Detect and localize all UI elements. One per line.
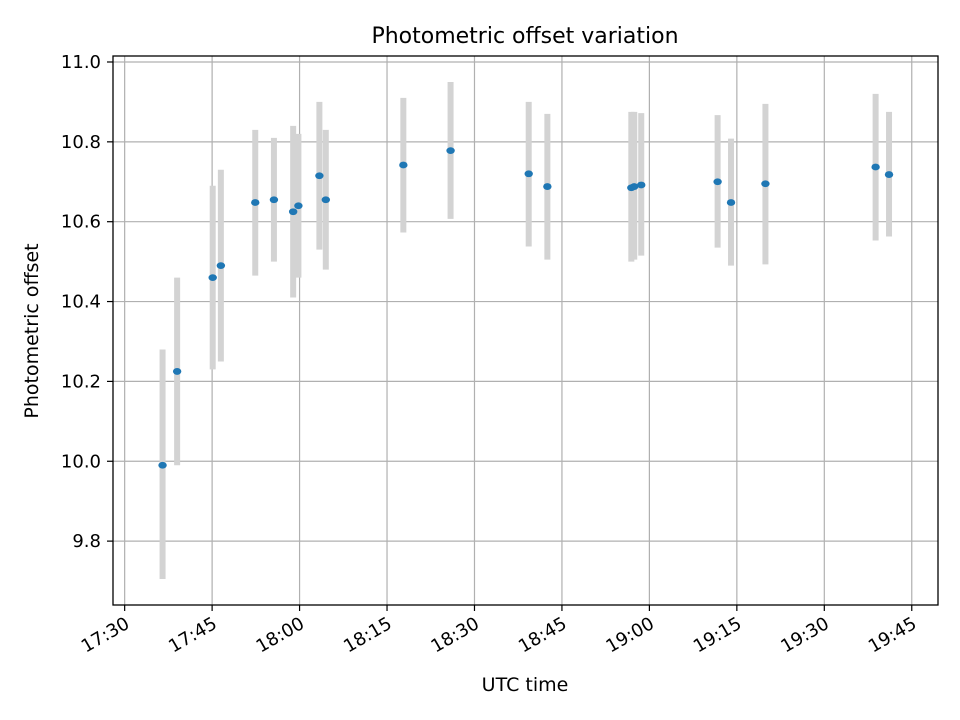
data-point [713,178,722,186]
y-axis-ticks: 9.8 10.0 10.2 10.4 10.6 10.8 11.0 [61,52,113,552]
chart-title: Photometric offset variation [371,24,678,49]
data-point [216,262,226,270]
data-point [726,199,736,206]
y-tick-label: 10.6 [61,212,101,233]
data-point [288,208,298,216]
data-point [630,183,639,190]
data-point [637,181,646,189]
data-point [251,199,260,206]
y-tick-label: 9.8 [72,531,101,552]
data-point [294,202,303,210]
data-point [524,170,533,178]
data-point [269,196,279,204]
data-points [158,147,894,469]
data-point [321,196,331,204]
data-point [208,274,217,281]
data-point [761,180,770,188]
plot-frame [112,55,939,606]
grid [113,56,938,605]
data-point [543,183,552,190]
data-point [315,172,324,180]
y-tick-label: 11.0 [61,52,101,73]
y-tick-label: 10.4 [61,292,101,313]
y-tick-label: 10.8 [61,132,101,153]
y-axis-title: Photometric offset [21,243,43,418]
y-tick-label: 10.2 [61,371,101,392]
data-point [884,171,894,178]
data-point [172,368,182,375]
x-axis-title: UTC time [482,674,569,696]
data-point [158,461,167,469]
data-point [399,161,408,169]
y-tick-label: 10.0 [61,451,101,472]
data-point [446,147,455,155]
data-point [871,163,880,171]
